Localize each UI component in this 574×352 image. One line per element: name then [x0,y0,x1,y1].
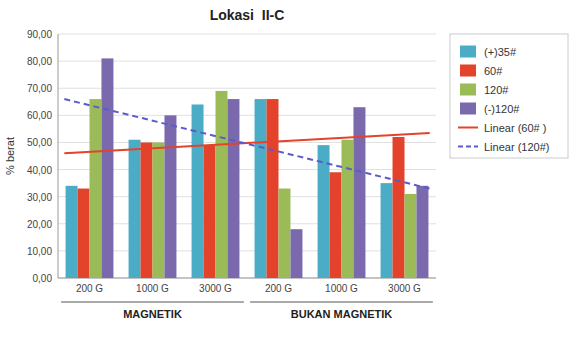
grid-line [58,196,436,197]
bar [342,140,354,278]
x-tick-label: 200 G [76,283,103,294]
bar [279,189,291,278]
bar [267,99,279,278]
y-tick-label: 10,00 [27,246,52,257]
x-tick-label: 200 G [265,283,292,294]
bar [204,145,216,278]
group-label: BUKAN MAGNETIK [291,308,392,320]
bar [101,58,113,278]
x-axis [58,278,436,279]
group-label: MAGNETIK [123,308,182,320]
legend-frame [450,34,568,158]
y-tick-label: 50,00 [27,137,52,148]
x-tick-label: 1000 G [136,283,169,294]
bar [318,145,330,278]
plot-area [64,58,429,278]
grid-line [58,223,436,224]
bar [227,99,239,278]
bar [153,142,165,278]
grid-line [58,88,436,89]
y-axis [58,34,59,278]
trend-line [64,99,429,188]
bar [66,186,78,278]
grid-line [58,115,436,116]
legend-swatch [460,65,476,77]
legend-line [458,146,478,148]
y-tick-label: 60,00 [27,110,52,121]
bar [290,229,302,278]
chart: 0,00 10,00 20,00 30,00 40,00 50,00 60,00 70,00 8… [0,0,574,352]
y-tick-label: 40,00 [27,165,52,176]
legend-swatch [460,84,476,96]
grid-line [58,250,436,251]
bar [78,189,90,278]
x-tick-label: 3000 G [388,283,421,294]
bar [405,194,417,278]
bar [255,99,267,278]
title: Lokasi II-C [210,7,285,23]
legend-label: Linear (60# ) [484,122,546,134]
y-axis-label: % berat [4,137,16,175]
grid-line [58,169,436,170]
legend-label: 120# [484,84,509,96]
grid-line [58,34,436,35]
y-tick-label: 70,00 [27,83,52,94]
bar [416,186,428,278]
legend-line [458,127,478,129]
bar [330,172,342,278]
bar [381,183,393,278]
bar [393,137,405,278]
y-tick-label: 80,00 [27,56,52,67]
y-tick-label: 30,00 [27,192,52,203]
y-tick-label: 90,00 [27,29,52,40]
x-tick-label: 3000 G [199,283,232,294]
grid-line [58,278,436,279]
bar [141,142,153,278]
trend-line [64,133,429,153]
grid-line [58,61,436,62]
legend-label: 60# [484,65,503,77]
group-bracket [250,302,433,303]
legend-label: Linear (120#) [484,141,549,153]
legend-label: (+)35# [484,46,517,58]
legend-label: (-)120# [484,103,520,115]
bar [353,107,365,278]
bar [164,115,176,278]
group-bracket [61,302,244,303]
legend-swatch [460,46,476,58]
legend-swatch [460,103,476,115]
legend: (+)35# 60# 120# (-)120# Linear (60# ) Linear … [450,34,568,158]
bar [216,91,228,278]
y-tick-label: 0,00 [33,273,53,284]
x-tick-label: 1000 G [325,283,358,294]
bar [129,140,141,278]
bar [90,99,102,278]
y-tick-label: 20,00 [27,219,52,230]
